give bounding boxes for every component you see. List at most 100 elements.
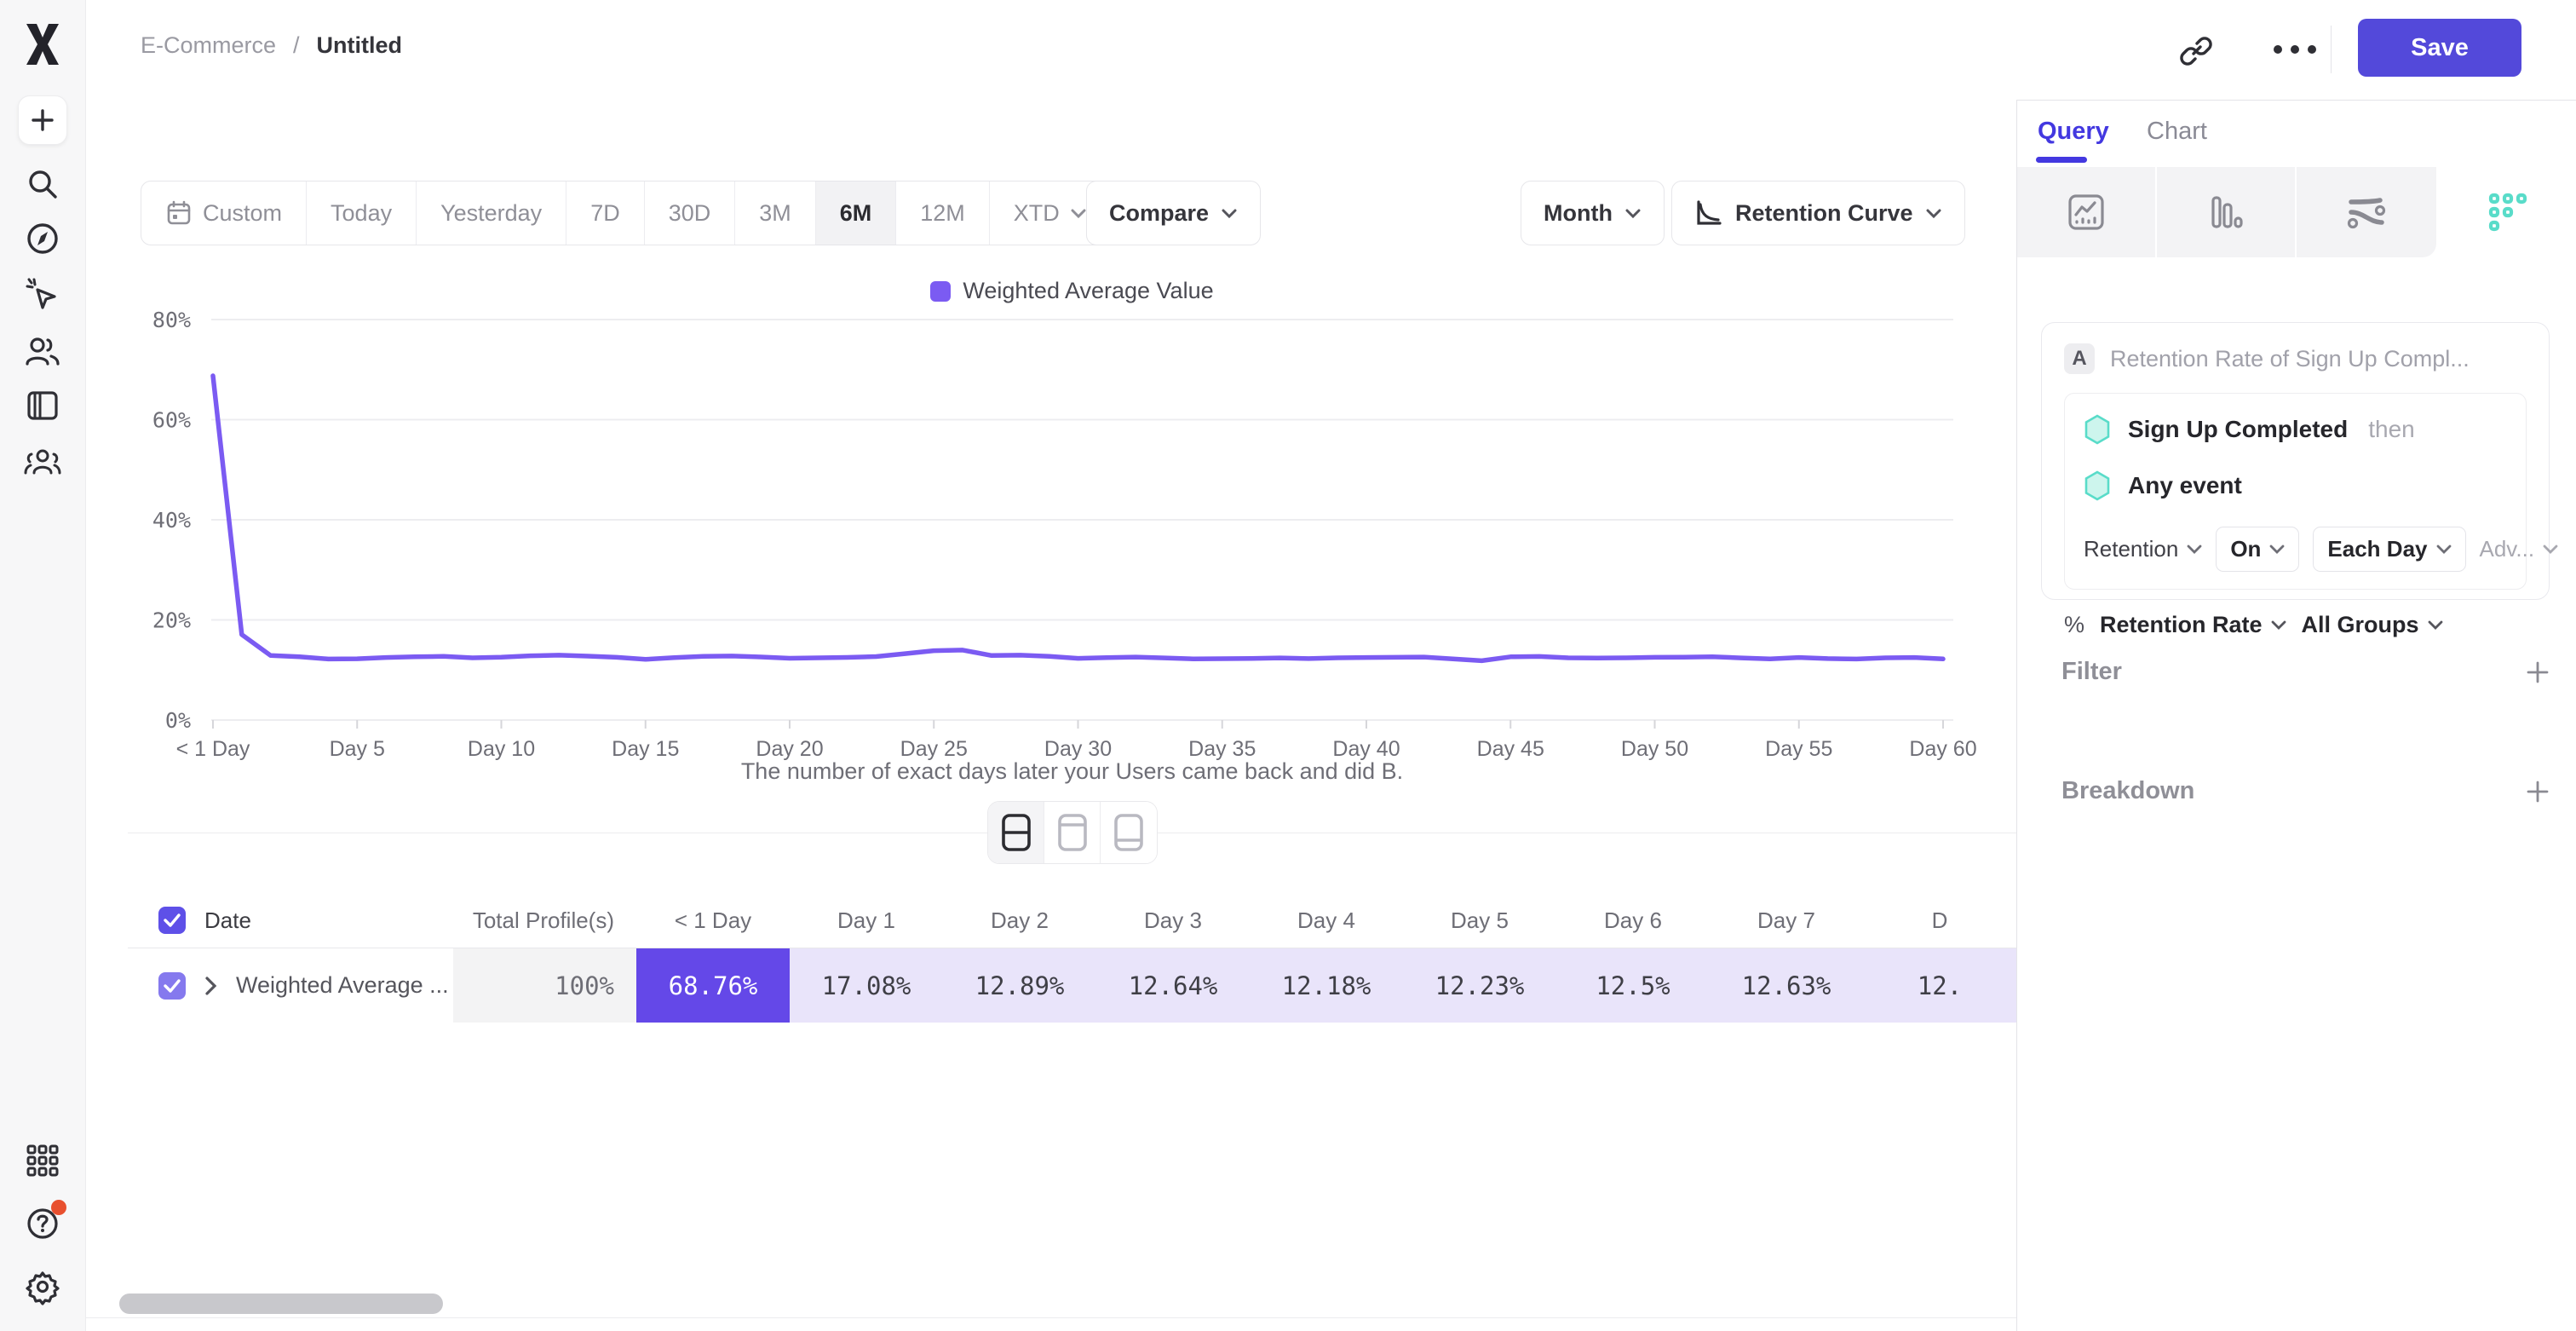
retention-cell[interactable]: 12.89%	[943, 948, 1096, 1023]
chart-caption: The number of exact days later your User…	[740, 758, 1404, 784]
select-all-checkbox[interactable]	[158, 907, 186, 934]
row-label: Weighted Average ...	[236, 972, 449, 998]
layout-chart-only-button[interactable]	[1044, 802, 1101, 863]
save-button[interactable]: Save	[2358, 19, 2521, 77]
day-column-header[interactable]: Day 1	[837, 907, 895, 933]
retention-cell[interactable]: 17.08%	[790, 948, 943, 1023]
total-column-header[interactable]: Total Profile(s)	[472, 907, 614, 933]
retention-dots-icon[interactable]	[2436, 167, 2576, 257]
notification-dot	[51, 1200, 66, 1215]
report-type-switcher	[2017, 167, 2576, 257]
query-title-input[interactable]: Retention Rate of Sign Up Compl...	[2110, 345, 2470, 372]
add-breakdown-button[interactable]	[2525, 779, 2550, 804]
day-column-header[interactable]: D	[1931, 907, 1948, 933]
panel-left-border	[2016, 100, 2017, 1331]
compare-button[interactable]: Compare	[1086, 181, 1262, 245]
range-xtd[interactable]: XTD	[990, 182, 1111, 245]
row-checkbox[interactable]	[158, 971, 186, 1000]
measure-dropdown[interactable]: Retention Rate	[2100, 612, 2286, 638]
left-sidebar	[0, 0, 86, 1331]
event-hexagon-icon	[2084, 470, 2111, 501]
users-icon[interactable]	[22, 331, 63, 372]
y-tick-label: 40%	[152, 508, 191, 533]
retention-series-line[interactable]	[210, 373, 1946, 664]
compass-icon[interactable]	[22, 218, 63, 259]
x-tick-label: Day 45	[1477, 737, 1544, 761]
retention-cell[interactable]: 12.23%	[1403, 948, 1556, 1023]
search-icon[interactable]	[22, 164, 63, 205]
x-tick-label: Day 60	[1909, 737, 1976, 761]
each-day-dropdown[interactable]: Each Day	[2313, 527, 2466, 572]
insights-icon[interactable]	[2017, 167, 2157, 257]
ellipsis-icon[interactable]	[2269, 43, 2320, 56]
expand-chevron-icon[interactable]	[204, 976, 217, 996]
horizontal-scrollbar-thumb[interactable]	[119, 1294, 443, 1314]
apps-grid-icon[interactable]	[22, 1140, 63, 1181]
advanced-dropdown[interactable]: Adv...	[2480, 536, 2559, 562]
layout-table-only-button[interactable]	[1101, 802, 1157, 863]
retention-cell[interactable]: 68.76%	[636, 948, 790, 1023]
range-7d[interactable]: 7D	[566, 182, 645, 245]
retention-cell[interactable]: 12.5%	[1556, 948, 1710, 1023]
breadcrumb-separator: /	[293, 32, 300, 58]
range-today[interactable]: Today	[307, 182, 417, 245]
link-icon[interactable]	[2177, 32, 2215, 70]
calendar-icon	[165, 199, 193, 227]
y-tick-label: 20%	[152, 608, 191, 633]
on-dropdown[interactable]: On	[2216, 527, 2300, 572]
x-tick-label: Day 35	[1188, 737, 1256, 761]
chart-legend[interactable]: Weighted Average Value	[128, 278, 2016, 304]
group-icon[interactable]	[22, 441, 63, 482]
retention-cell[interactable]: 12.18%	[1250, 948, 1403, 1023]
step-a-badge: A	[2064, 343, 2095, 374]
day-column-header[interactable]: Day 3	[1144, 907, 1202, 933]
retention-cell[interactable]: 12.64%	[1096, 948, 1250, 1023]
query-card: A Retention Rate of Sign Up Compl... Sig…	[2041, 322, 2558, 637]
legend-label: Weighted Average Value	[963, 278, 1214, 303]
help-icon[interactable]	[22, 1200, 66, 1244]
day-column-header[interactable]: Day 6	[1604, 907, 1662, 933]
day-column-header[interactable]: Day 5	[1451, 907, 1509, 933]
first-event-label[interactable]: Sign Up Completed	[2128, 416, 2349, 442]
breadcrumb-project[interactable]: E-Commerce	[141, 32, 277, 58]
board-icon[interactable]	[22, 385, 63, 426]
date-column-header[interactable]: Date	[204, 907, 251, 933]
x-tick-label: Day 20	[756, 737, 823, 761]
granularity-dropdown[interactable]: Month	[1521, 181, 1665, 245]
funnels-icon[interactable]	[2157, 167, 2297, 257]
cursor-spark-icon[interactable]	[22, 274, 63, 315]
range-yesterday[interactable]: Yesterday	[417, 182, 567, 245]
day-column-header[interactable]: < 1 Day	[674, 907, 752, 933]
x-tick-label: Day 55	[1765, 737, 1832, 761]
retention-cell[interactable]: 12.	[1863, 948, 2016, 1023]
groups-dropdown[interactable]: All Groups	[2302, 612, 2443, 638]
panel-top-border	[2016, 100, 2576, 101]
retention-curve-icon	[1694, 199, 1723, 228]
range-12m[interactable]: 12M	[896, 182, 990, 245]
range-custom[interactable]: Custom	[141, 182, 308, 245]
page-title[interactable]: Untitled	[316, 32, 403, 58]
retention-line-chart[interactable]: 0% 20% 40% 60% 80% < 1 Day Day 5 Day 10 Day 15 Da…	[119, 302, 1976, 767]
header-divider	[2331, 26, 2332, 73]
legend-swatch	[930, 280, 952, 302]
chart-type-dropdown[interactable]: Retention Curve	[1671, 181, 1965, 245]
retention-type-dropdown[interactable]: Retention	[2084, 536, 2202, 562]
gear-icon[interactable]	[22, 1266, 63, 1307]
range-6m-selected[interactable]: 6M	[815, 182, 897, 245]
range-30d[interactable]: 30D	[645, 182, 736, 245]
day-column-header[interactable]: Day 7	[1757, 907, 1815, 933]
then-label: then	[2368, 416, 2415, 442]
second-event-label[interactable]: Any event	[2128, 472, 2242, 498]
day-column-header[interactable]: Day 4	[1297, 907, 1355, 933]
x-tick-label: < 1 Day	[176, 737, 250, 761]
tab-chart[interactable]: Chart	[2147, 118, 2207, 145]
flows-icon[interactable]	[2297, 167, 2436, 257]
add-filter-button[interactable]	[2525, 660, 2550, 685]
range-3m[interactable]: 3M	[735, 182, 816, 245]
retention-cell[interactable]: 12.63%	[1710, 948, 1863, 1023]
tab-query[interactable]: Query	[2038, 118, 2109, 145]
day-column-header[interactable]: Day 2	[991, 907, 1049, 933]
create-button[interactable]	[18, 95, 67, 145]
layout-split-button[interactable]	[988, 802, 1044, 863]
table-row[interactable]: Weighted Average ... 100% 68.76% 17.08% 12…	[128, 948, 2016, 1023]
